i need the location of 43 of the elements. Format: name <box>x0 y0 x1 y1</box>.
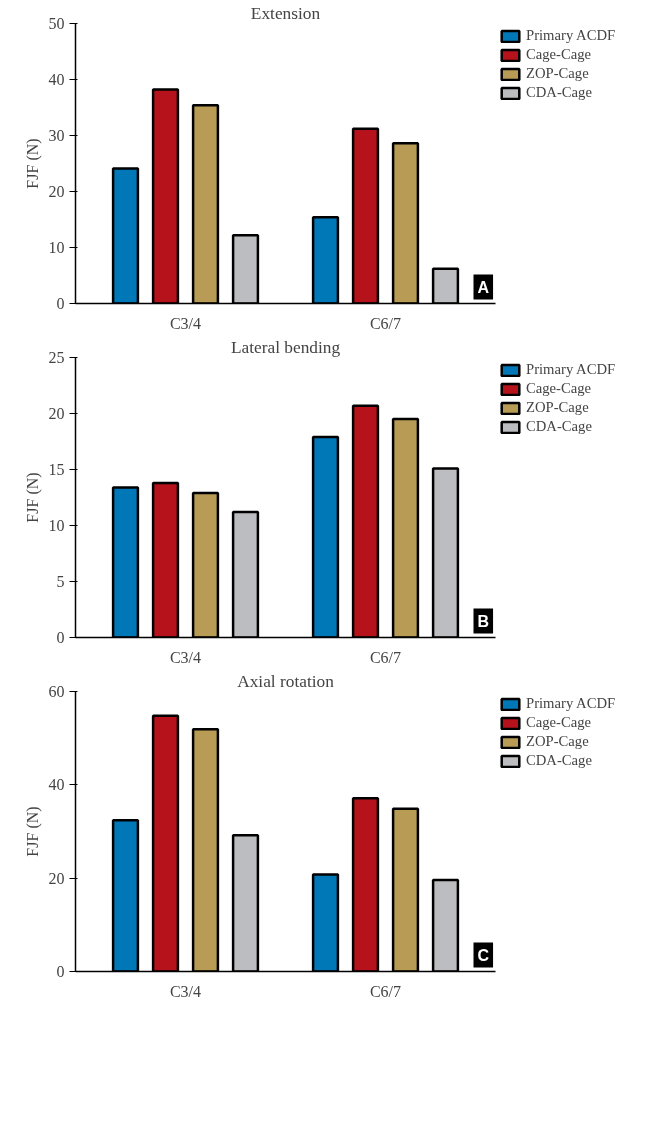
y-tick-label: 20 <box>48 183 65 200</box>
x-tick-label: C6/7 <box>369 982 402 1000</box>
legend-label: Primary ACDF <box>526 27 616 44</box>
y-tick-label: 10 <box>48 239 65 256</box>
y-axis-title: FJF (N) <box>23 472 42 523</box>
legend-label: Cage-Cage <box>526 380 592 397</box>
annotation: A <box>477 278 490 296</box>
y-tick-label: 20 <box>48 405 65 422</box>
y-tick-label: 40 <box>48 71 65 88</box>
legend-label: Primary ACDF <box>526 695 616 712</box>
y-tick-label: 25 <box>48 349 65 366</box>
y-axis-title: FJF (N) <box>23 138 42 189</box>
x-tick-label: C6/7 <box>369 648 402 666</box>
y-tick-label: 30 <box>48 127 65 144</box>
x-tick-label: C6/7 <box>369 314 402 332</box>
y-tick-label: 50 <box>48 15 65 32</box>
chart-title: Lateral bending <box>230 337 341 357</box>
legend-label: ZOP-Cage <box>526 733 589 750</box>
y-tick-label: 20 <box>48 869 65 887</box>
y-tick-label: 0 <box>56 295 65 312</box>
annotation: B <box>477 612 490 630</box>
chart-title: Axial rotation <box>237 671 335 691</box>
y-tick-label: 60 <box>48 683 65 700</box>
x-tick-label: C3/4 <box>169 648 202 666</box>
y-tick-label: 10 <box>48 517 65 534</box>
x-tick-label: C3/4 <box>169 314 202 332</box>
legend-label: CDA-Cage <box>526 84 592 101</box>
y-tick-label: 0 <box>56 963 65 980</box>
annotation: C <box>477 946 490 964</box>
legend-label: ZOP-Cage <box>526 65 589 82</box>
legend-label: Cage-Cage <box>526 46 592 63</box>
y-tick-label: 5 <box>56 573 65 590</box>
legend-label: CDA-Cage <box>526 752 592 769</box>
legend-label: Cage-Cage <box>526 714 592 731</box>
x-tick-label: C3/4 <box>169 982 202 1000</box>
chart-title: Extension <box>250 3 321 23</box>
y-axis-title: FJF (N) <box>23 806 42 857</box>
y-tick-label: 40 <box>48 776 65 794</box>
y-tick-label: 15 <box>48 461 65 478</box>
legend-label: Primary ACDF <box>526 361 616 378</box>
legend-label: CDA-Cage <box>526 418 592 435</box>
legend-label: ZOP-Cage <box>526 399 589 416</box>
y-tick-label: 0 <box>56 629 65 646</box>
